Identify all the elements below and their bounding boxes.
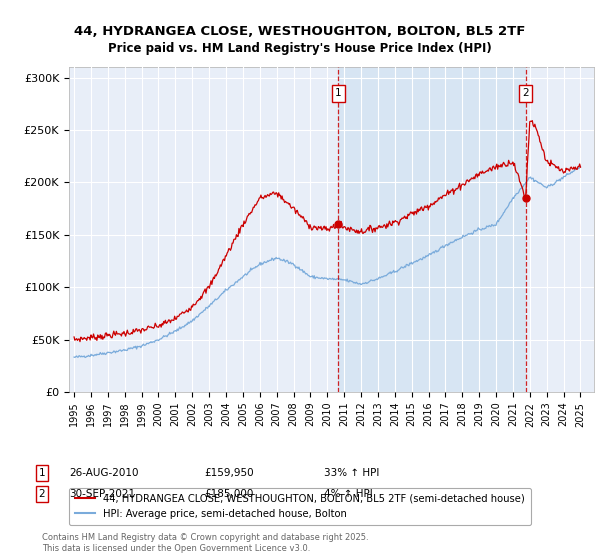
Text: £159,950: £159,950 xyxy=(204,468,254,478)
Text: Contains HM Land Registry data © Crown copyright and database right 2025.
This d: Contains HM Land Registry data © Crown c… xyxy=(42,533,368,553)
Text: 26-AUG-2010: 26-AUG-2010 xyxy=(69,468,139,478)
Text: 33% ↑ HPI: 33% ↑ HPI xyxy=(324,468,379,478)
Text: 1: 1 xyxy=(38,468,46,478)
Text: 30-SEP-2021: 30-SEP-2021 xyxy=(69,489,135,499)
Text: 4% ↑ HPI: 4% ↑ HPI xyxy=(324,489,373,499)
Legend: 44, HYDRANGEA CLOSE, WESTHOUGHTON, BOLTON, BL5 2TF (semi-detached house), HPI: A: 44, HYDRANGEA CLOSE, WESTHOUGHTON, BOLTO… xyxy=(69,488,530,525)
Text: Price paid vs. HM Land Registry's House Price Index (HPI): Price paid vs. HM Land Registry's House … xyxy=(108,42,492,55)
Text: 2: 2 xyxy=(523,88,529,99)
Text: 2: 2 xyxy=(38,489,46,499)
Text: 1: 1 xyxy=(335,88,341,99)
Text: 44, HYDRANGEA CLOSE, WESTHOUGHTON, BOLTON, BL5 2TF: 44, HYDRANGEA CLOSE, WESTHOUGHTON, BOLTO… xyxy=(74,25,526,38)
Text: £185,000: £185,000 xyxy=(204,489,253,499)
Bar xyxy=(338,67,526,392)
